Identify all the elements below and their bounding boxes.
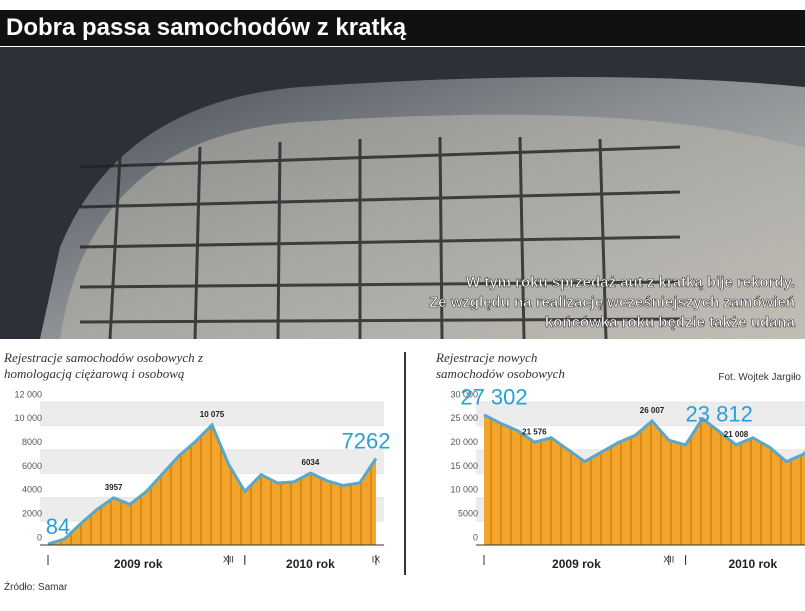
value-label: 3957 bbox=[105, 483, 123, 492]
value-label: 84 bbox=[46, 514, 70, 539]
y-tick-label: 5000 bbox=[458, 509, 478, 519]
value-label: 27 302 bbox=[460, 385, 527, 410]
chart-title: Rejestracje samochodów osobowych z homol… bbox=[4, 350, 203, 381]
value-label: 6034 bbox=[302, 458, 320, 467]
line bbox=[483, 413, 805, 464]
value-label: 23 812 bbox=[686, 401, 753, 426]
value-label: 21 008 bbox=[724, 430, 749, 439]
y-tick-label: 15 000 bbox=[450, 461, 478, 471]
y-tick-label: 30 000 bbox=[450, 389, 478, 399]
y-tick-label: 10 000 bbox=[14, 413, 42, 423]
chart-title: Rejestracje nowych samochodów osobowych bbox=[436, 350, 565, 381]
grid-band bbox=[40, 449, 384, 474]
period-label: 2009 rok bbox=[552, 557, 601, 571]
line bbox=[47, 422, 378, 546]
y-tick-label: 12 000 bbox=[14, 389, 42, 399]
y-tick-label: 0 bbox=[473, 532, 478, 542]
period-label: 2009 rok bbox=[114, 557, 163, 571]
grid-band bbox=[476, 449, 805, 474]
y-tick-label: 0 bbox=[37, 532, 42, 542]
y-tick-label: 10 000 bbox=[450, 485, 478, 495]
photo: W tym roku sprzedaż aut z kratką bije re… bbox=[0, 47, 805, 339]
y-tick-label: 25 000 bbox=[450, 413, 478, 423]
grid-band bbox=[476, 497, 805, 522]
header-title: Dobra passa samochodów z kratką bbox=[0, 10, 805, 46]
area bbox=[48, 424, 376, 545]
value-label: 7262 bbox=[342, 428, 391, 453]
period-label: 2010 rok bbox=[728, 557, 777, 571]
x-tick-label: IX bbox=[372, 554, 381, 564]
grid-band bbox=[476, 402, 805, 426]
photo-caption: końcówka roku będzie także udana bbox=[545, 314, 796, 331]
photo-caption: W tym roku sprzedaż aut z kratką bije re… bbox=[466, 274, 795, 291]
x-tick-label: XII bbox=[663, 554, 674, 564]
y-tick-label: 2000 bbox=[22, 509, 42, 519]
grid-band bbox=[40, 497, 384, 522]
x-tick-label: XII bbox=[223, 554, 234, 564]
source: Źródło: Samar bbox=[4, 582, 68, 593]
x-tick-label: I bbox=[47, 554, 50, 564]
y-tick-label: 6000 bbox=[22, 461, 42, 471]
x-tick-label: I bbox=[244, 554, 247, 564]
grid-band bbox=[40, 402, 384, 426]
x-tick-label: I bbox=[483, 554, 486, 564]
photo-credit: Fot. Wojtek Jargiło bbox=[718, 372, 801, 383]
value-label: 10 075 bbox=[200, 410, 225, 419]
period-label: 2010 rok bbox=[286, 557, 335, 571]
photo-caption: Ze względu na realizację wcześniejszych … bbox=[429, 294, 795, 311]
value-label: 26 007 bbox=[640, 406, 665, 415]
y-tick-label: 20 000 bbox=[450, 437, 478, 447]
y-tick-label: 8000 bbox=[22, 437, 42, 447]
area bbox=[484, 414, 805, 545]
y-tick-label: 4000 bbox=[22, 485, 42, 495]
value-label: 21 576 bbox=[522, 427, 547, 436]
x-tick-label: I bbox=[684, 554, 687, 564]
